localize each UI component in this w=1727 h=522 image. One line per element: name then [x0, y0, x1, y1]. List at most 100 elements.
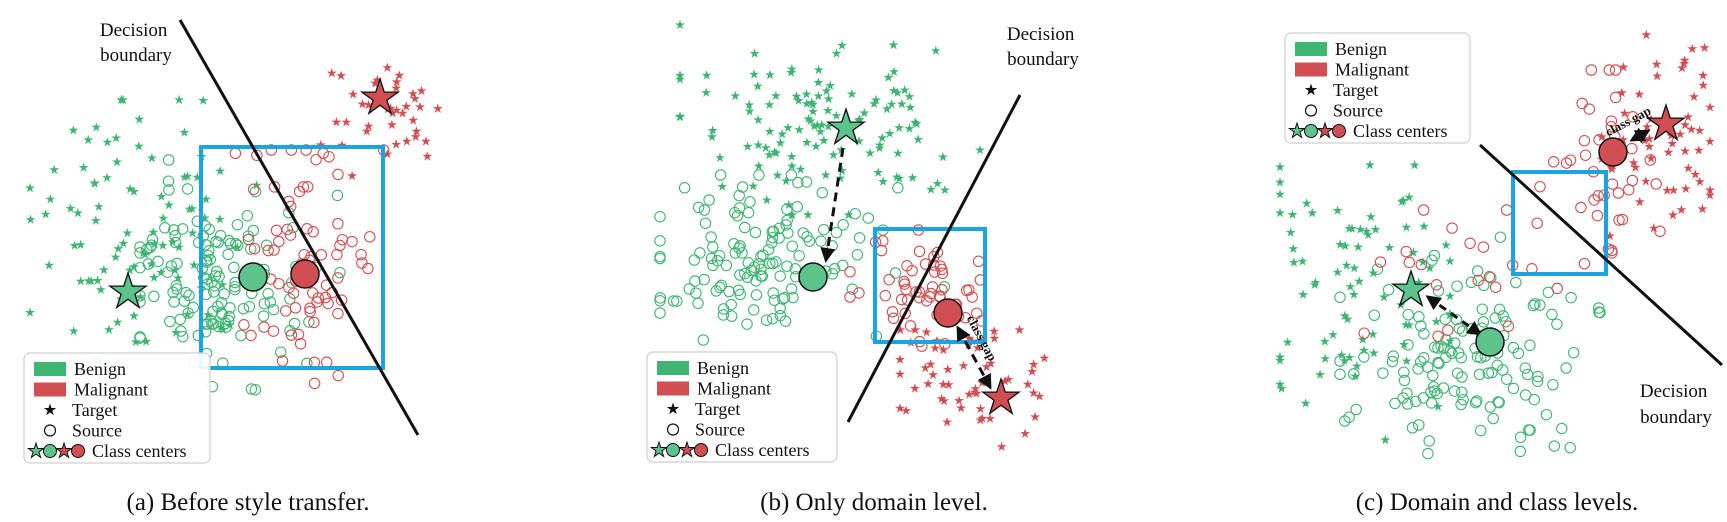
panel-a-boundary-label: Decision boundary — [100, 20, 173, 66]
benign-target-point — [1301, 198, 1312, 208]
malignant-source-point — [332, 272, 344, 284]
malignant-source-point — [323, 150, 335, 163]
legend-marker-benign — [34, 362, 66, 376]
benign-source-point — [1493, 396, 1505, 409]
benign-source-point — [204, 253, 217, 266]
benign-source-point — [1339, 415, 1351, 427]
panel-a-class-centers — [110, 79, 398, 307]
legend-background — [23, 352, 211, 464]
benign-source-point — [1377, 367, 1389, 379]
panel-c-benign-source-center — [1475, 327, 1505, 357]
benign-target-point — [1282, 337, 1293, 347]
benign-source-point — [1564, 441, 1576, 454]
benign-source-point — [181, 183, 194, 195]
malignant-target-point — [1039, 353, 1050, 363]
malignant-source-point — [229, 147, 242, 160]
benign-source-point — [654, 292, 667, 304]
benign-source-point — [770, 256, 782, 268]
benign-target-point — [157, 240, 168, 250]
panel-c-decision-boundary — [1478, 143, 1724, 367]
benign-source-point — [198, 271, 210, 284]
benign-source-point — [1422, 447, 1434, 460]
benign-source-point — [1465, 276, 1478, 289]
benign-source-point — [1529, 298, 1541, 310]
malignant-source-point — [364, 231, 376, 243]
benign-target-point — [937, 151, 948, 162]
malignant-source-point — [1551, 282, 1563, 295]
benign-source-point — [1512, 347, 1525, 360]
benign-target-point — [89, 178, 100, 188]
legend-marker-malignant — [34, 382, 66, 397]
benign-target-point — [1353, 241, 1364, 252]
benign-source-point — [731, 210, 744, 222]
benign-target-point — [90, 215, 101, 225]
benign-source-point — [162, 154, 175, 166]
legend-label-source: Source — [1333, 101, 1383, 121]
benign-source-point — [213, 270, 225, 283]
benign-source-point — [713, 249, 726, 262]
malignant-source-point — [273, 277, 285, 290]
malignant-source-point — [1472, 274, 1484, 287]
panel-a-boundary-label-line2: boundary — [100, 45, 172, 66]
benign-source-point — [734, 240, 746, 252]
legend-label-class-centers: Class centers — [1353, 121, 1447, 141]
malignant-target-point — [910, 324, 921, 335]
benign-source-point — [733, 189, 745, 202]
malignant-source-point — [279, 305, 292, 317]
panel-b-roi-box — [873, 227, 987, 344]
malignant-source-point — [1560, 157, 1573, 169]
malignant-source-point — [1531, 217, 1543, 229]
benign-source-point — [779, 315, 792, 327]
legend-marker-malignant — [1295, 62, 1327, 77]
benign-target-point — [68, 326, 79, 336]
malignant-source-point — [1500, 204, 1513, 216]
benign-source-point — [1540, 408, 1553, 421]
benign-source-point — [717, 309, 730, 321]
benign-source-point — [1551, 318, 1563, 330]
malignant-source-point — [285, 329, 298, 341]
benign-target-point — [1320, 353, 1331, 364]
benign-target-point — [753, 114, 764, 125]
benign-target-point — [873, 167, 884, 177]
benign-source-point — [766, 312, 779, 325]
malignant-target-point — [1699, 42, 1710, 53]
malignant-target-point — [1651, 59, 1662, 69]
benign-source-point — [785, 283, 798, 295]
benign-target-point — [889, 66, 899, 77]
benign-source-point — [1386, 355, 1399, 368]
benign-target-point — [775, 137, 786, 148]
malignant-target-point — [923, 378, 934, 389]
benign-source-point — [1592, 302, 1605, 314]
benign-target-point — [1319, 336, 1330, 346]
malignant-target-point — [394, 70, 405, 80]
benign-source-point — [274, 346, 287, 358]
malignant-source-point — [265, 144, 278, 156]
benign-target-point — [1401, 222, 1412, 232]
benign-target-point — [753, 160, 764, 171]
panel-c-caption: (c) Domain and class levels. — [1356, 489, 1639, 516]
benign-target-point — [781, 175, 792, 186]
benign-source-point — [815, 235, 827, 247]
benign-target-point — [913, 134, 924, 144]
malignant-source-point — [1534, 180, 1546, 193]
benign-source-point — [1428, 385, 1441, 397]
malignant-source-point — [928, 266, 941, 278]
malignant-target-point — [1705, 136, 1715, 146]
benign-source-point — [1402, 339, 1414, 351]
malignant-target-point — [975, 403, 986, 414]
malignant-source-point — [1626, 142, 1638, 155]
benign-source-point — [1489, 312, 1502, 324]
benign-source-point — [1474, 424, 1487, 437]
benign-target-point — [742, 141, 753, 151]
malignant-target-point — [401, 136, 412, 146]
benign-source-point — [766, 237, 778, 249]
benign-source-point — [683, 283, 695, 295]
benign-source-point — [749, 226, 762, 239]
malignant-target-point — [977, 377, 988, 388]
benign-source-point — [208, 286, 220, 298]
legend-marker-source — [1304, 104, 1318, 117]
panel-b-caption: (b) Only domain level. — [760, 489, 988, 516]
benign-source-point — [760, 314, 773, 326]
benign-source-point — [1527, 299, 1540, 312]
malignant-source-point — [875, 244, 888, 257]
